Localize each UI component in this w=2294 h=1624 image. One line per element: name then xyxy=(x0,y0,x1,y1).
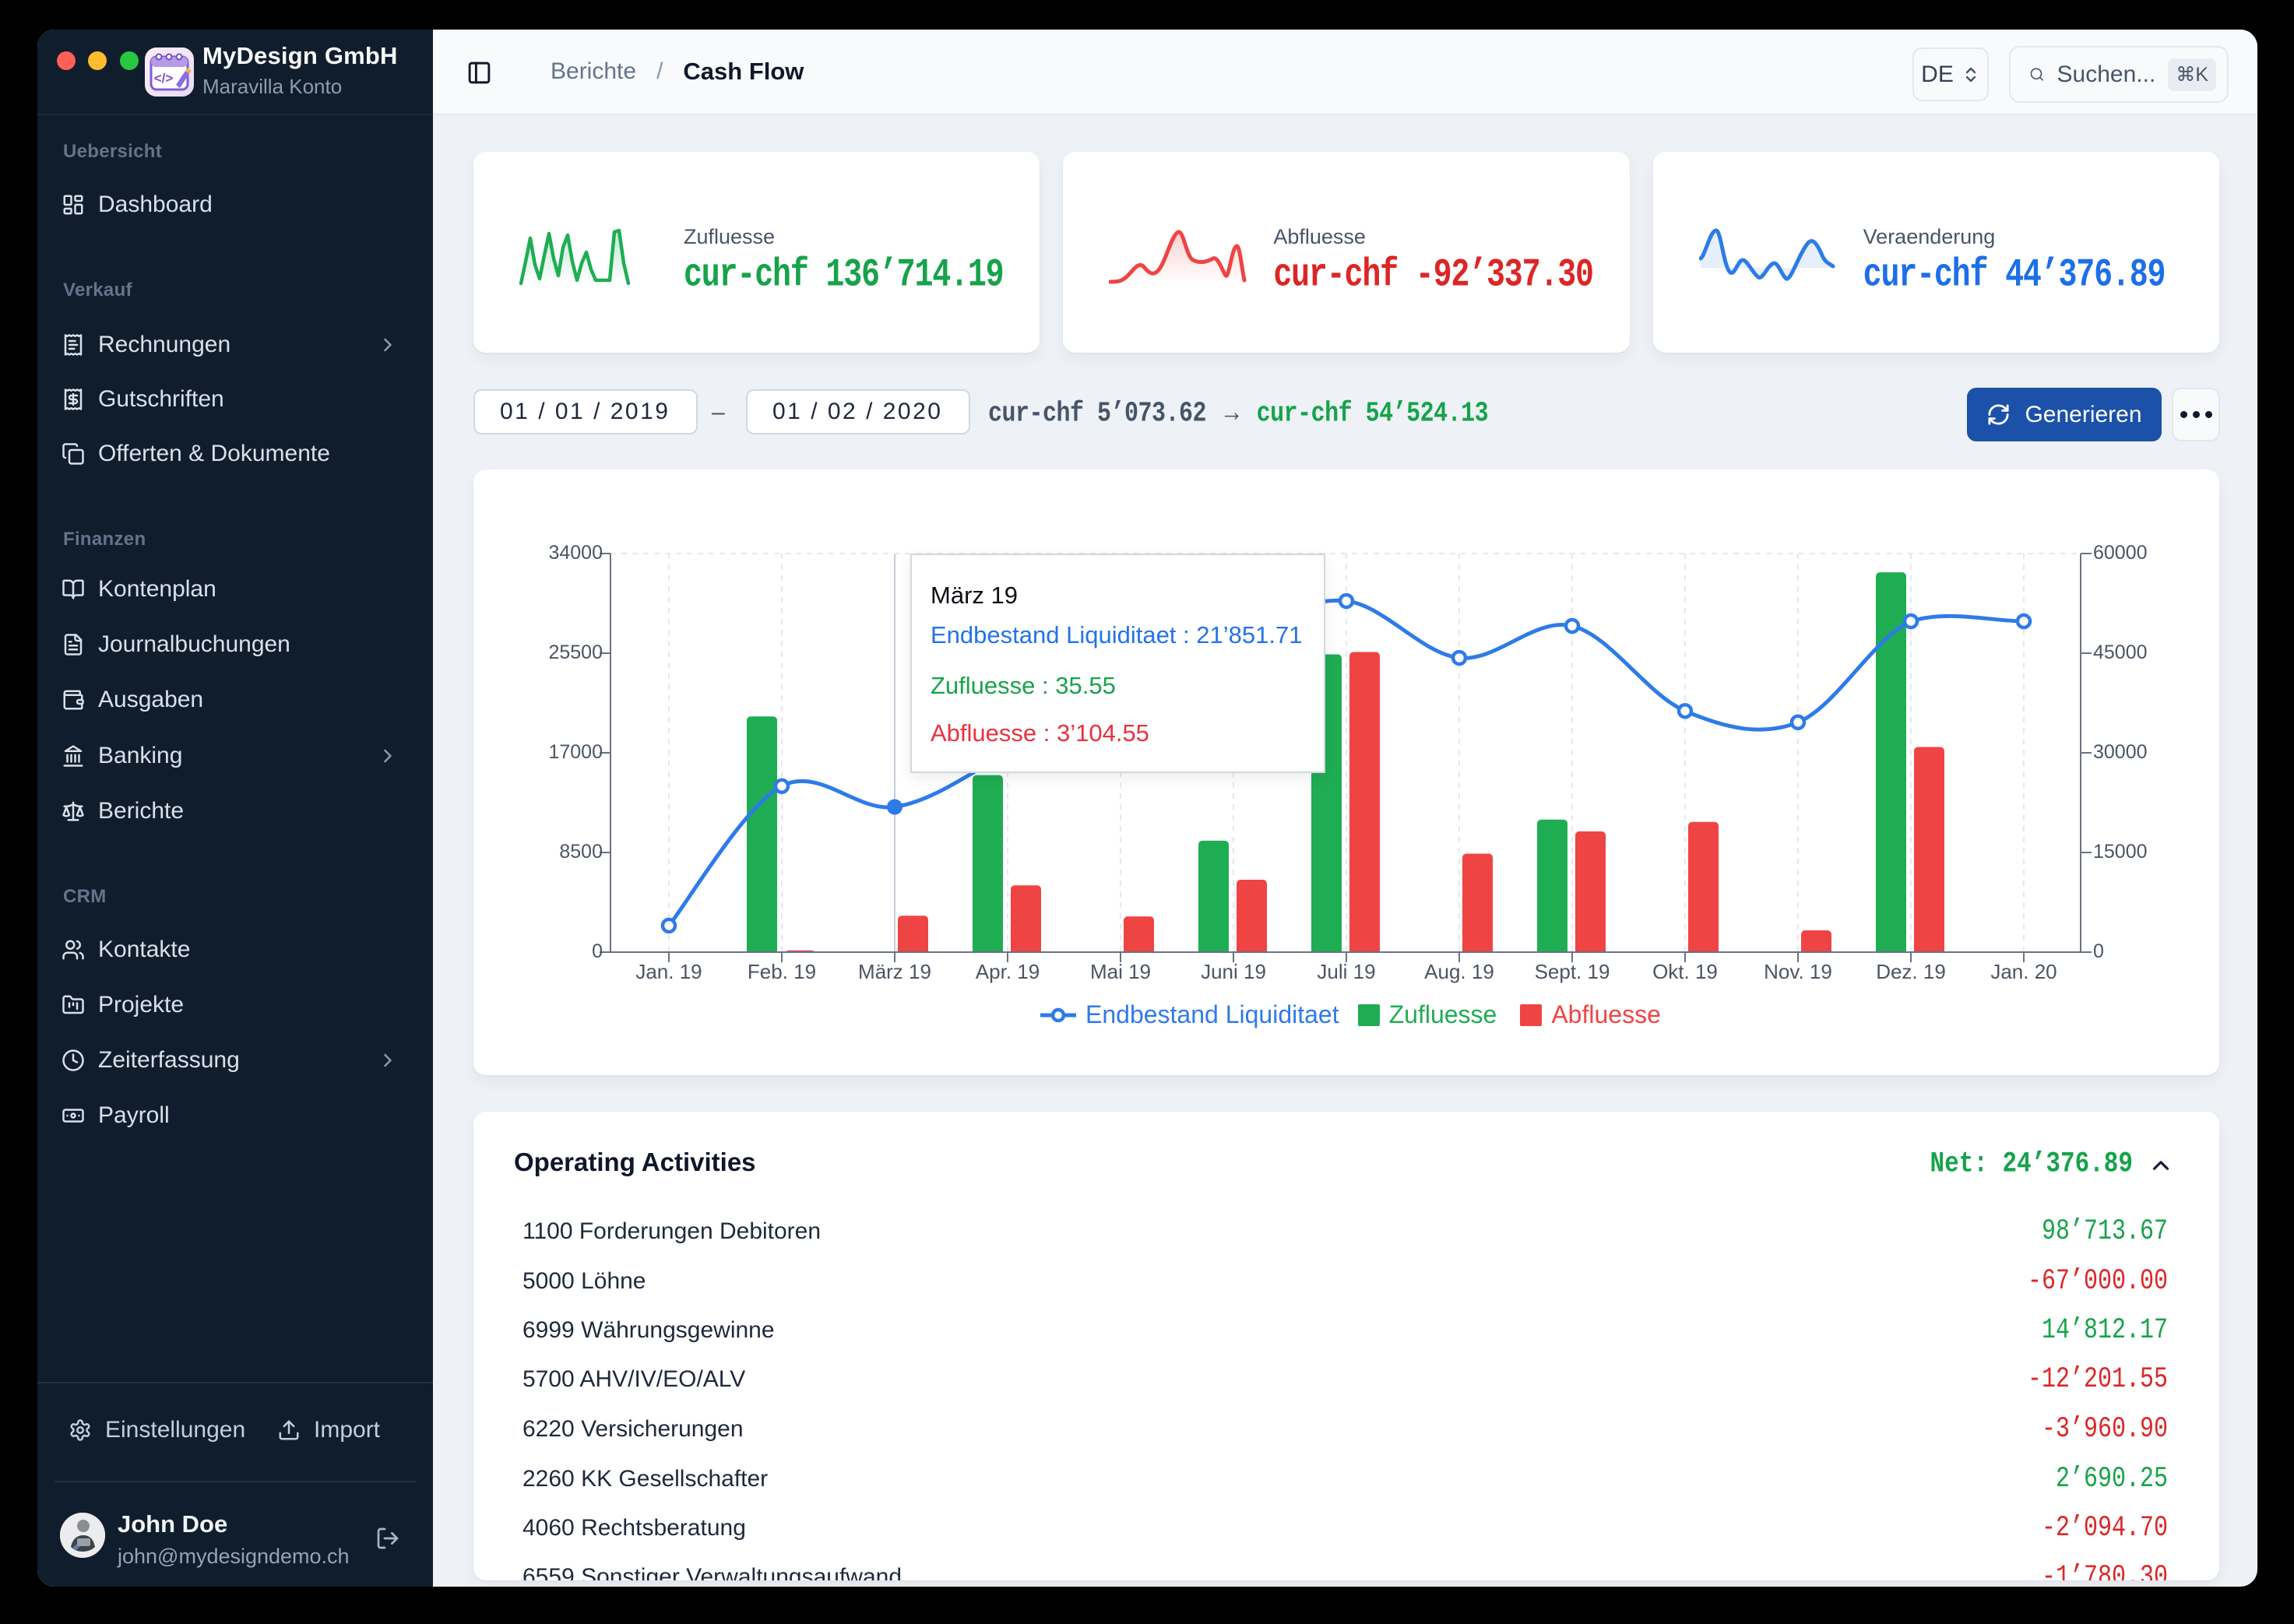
svg-text:</>: </> xyxy=(154,71,174,86)
